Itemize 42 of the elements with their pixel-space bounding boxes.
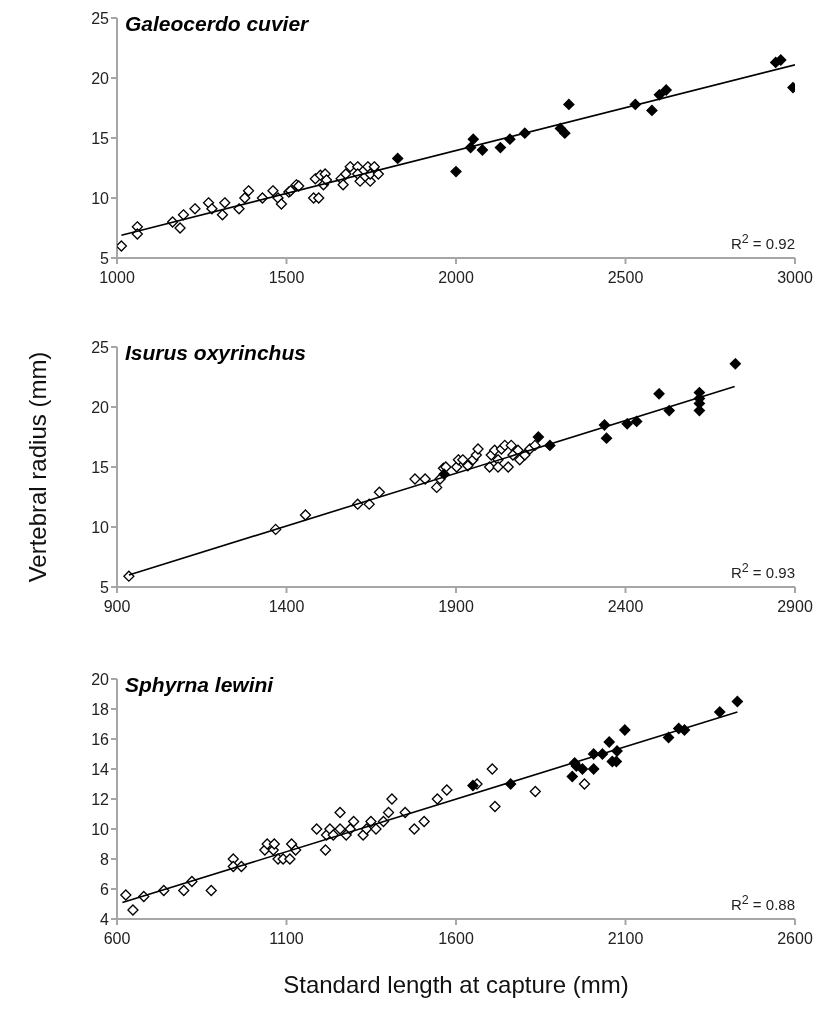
x-tick-label: 1400: [268, 598, 305, 616]
x-tick-label: 1600: [438, 930, 474, 948]
x-tick-label: 2100: [607, 930, 644, 948]
y-tick-label: 20: [91, 398, 110, 416]
y-tick-label: 16: [91, 730, 110, 748]
chart-title: Isurus oxyrinchus: [125, 341, 306, 365]
y-tick-label: 18: [91, 700, 110, 718]
y-tick-label: 14: [91, 760, 110, 778]
x-tick-label: 2600: [777, 930, 813, 948]
x-tick-label: 2000: [438, 269, 474, 287]
y-tick-label: 25: [91, 9, 110, 27]
x-tick-label: 2900: [777, 598, 813, 616]
annotation: R$^{2}$ = 0.93: [730, 561, 795, 581]
y-tick-label: 5: [100, 249, 110, 267]
chart-title: Sphyrna lewini: [125, 673, 274, 697]
y-tick-label: 10: [91, 820, 110, 838]
annotation: R$^{2}$ = 0.88: [730, 893, 795, 913]
y-tick-label: 5: [100, 578, 110, 596]
y-tick-label: 15: [91, 129, 110, 147]
x-tick-label: 3000: [777, 269, 813, 287]
x-tick-label: 2400: [607, 598, 644, 616]
y-tick-label: 25: [91, 338, 110, 356]
chart-title: Galeocerdo cuvier: [125, 12, 309, 36]
x-tick-label: 900: [103, 598, 131, 616]
y-tick-label: 12: [91, 790, 110, 808]
x-tick-label: 1000: [99, 269, 135, 287]
y-tick-label: 10: [91, 518, 110, 536]
y-tick-label: 6: [100, 880, 110, 898]
annotation: R$^{2}$ = 0.92: [730, 232, 795, 252]
y-axis-title: Vertebral radius (mm): [24, 351, 52, 583]
y-tick-label: 10: [91, 189, 110, 207]
y-tick-label: 15: [91, 458, 110, 476]
x-tick-label: 2500: [607, 269, 644, 287]
x-tick-label: 1100: [269, 930, 304, 948]
x-tick-label: 600: [103, 930, 131, 948]
y-tick-label: 20: [91, 670, 110, 688]
x-axis-title: Standard length at capture (mm): [282, 971, 630, 999]
y-tick-label: 8: [100, 850, 110, 868]
y-tick-label: 20: [91, 69, 110, 87]
y-tick-label: 4: [100, 910, 110, 928]
x-tick-label: 1900: [438, 598, 474, 616]
x-tick-label: 1500: [268, 269, 305, 287]
